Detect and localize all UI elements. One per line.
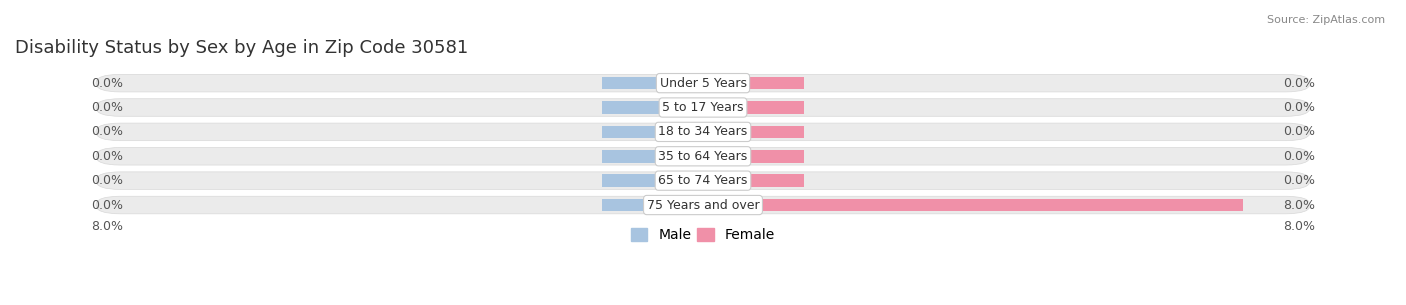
- Text: 8.0%: 8.0%: [91, 220, 122, 233]
- Text: Disability Status by Sex by Age in Zip Code 30581: Disability Status by Sex by Age in Zip C…: [15, 39, 468, 57]
- Text: 5 to 17 Years: 5 to 17 Years: [662, 101, 744, 114]
- FancyBboxPatch shape: [96, 74, 1310, 92]
- Text: 65 to 74 Years: 65 to 74 Years: [658, 174, 748, 187]
- Bar: [703, 150, 804, 163]
- Text: 35 to 64 Years: 35 to 64 Years: [658, 150, 748, 163]
- Text: Under 5 Years: Under 5 Years: [659, 77, 747, 90]
- FancyBboxPatch shape: [96, 196, 1310, 214]
- Bar: [602, 150, 703, 163]
- FancyBboxPatch shape: [96, 123, 1310, 141]
- Text: 8.0%: 8.0%: [1284, 220, 1315, 233]
- FancyBboxPatch shape: [96, 99, 1310, 116]
- Text: 18 to 34 Years: 18 to 34 Years: [658, 125, 748, 138]
- Text: 0.0%: 0.0%: [1284, 101, 1315, 114]
- Bar: [602, 199, 703, 211]
- FancyBboxPatch shape: [96, 148, 1310, 165]
- Bar: [703, 126, 804, 138]
- Bar: [703, 199, 1243, 211]
- FancyBboxPatch shape: [96, 172, 1310, 189]
- Text: 0.0%: 0.0%: [91, 77, 122, 90]
- Text: 0.0%: 0.0%: [91, 150, 122, 163]
- Text: Source: ZipAtlas.com: Source: ZipAtlas.com: [1267, 15, 1385, 25]
- Bar: [602, 77, 703, 89]
- Text: 0.0%: 0.0%: [1284, 150, 1315, 163]
- Text: 75 Years and over: 75 Years and over: [647, 199, 759, 212]
- Text: 0.0%: 0.0%: [1284, 125, 1315, 138]
- Text: 0.0%: 0.0%: [1284, 77, 1315, 90]
- Text: 0.0%: 0.0%: [91, 125, 122, 138]
- Bar: [602, 101, 703, 114]
- Legend: Male, Female: Male, Female: [626, 223, 780, 248]
- Bar: [703, 174, 804, 187]
- Bar: [703, 77, 804, 89]
- Text: 0.0%: 0.0%: [1284, 174, 1315, 187]
- Text: 0.0%: 0.0%: [91, 199, 122, 212]
- Text: 0.0%: 0.0%: [91, 101, 122, 114]
- Text: 0.0%: 0.0%: [91, 174, 122, 187]
- Bar: [602, 174, 703, 187]
- Bar: [602, 126, 703, 138]
- Bar: [703, 101, 804, 114]
- Text: 8.0%: 8.0%: [1284, 199, 1315, 212]
